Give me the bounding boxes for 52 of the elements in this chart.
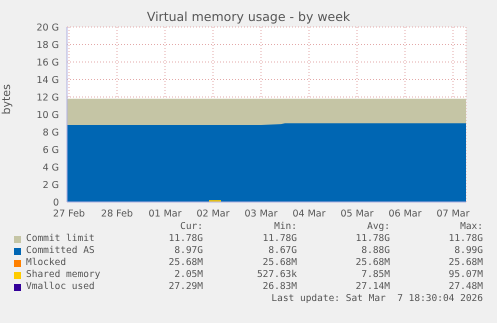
text: Cur: bbox=[180, 221, 203, 232]
x-tick-label: 02 Mar bbox=[196, 208, 230, 220]
x-tick-label: 04 Mar bbox=[292, 208, 326, 220]
text: 8.88G bbox=[361, 245, 390, 256]
text: 7.85M bbox=[361, 269, 390, 280]
text: 25.68M bbox=[448, 257, 483, 268]
y-tick-label: 10 G bbox=[36, 110, 59, 121]
y-axis-title: bytes bbox=[0, 84, 13, 114]
text: 11.78G bbox=[262, 233, 297, 244]
y-tick-label: 12 G bbox=[36, 92, 59, 104]
text: 95.07M bbox=[448, 269, 483, 280]
text: 11.78G bbox=[448, 233, 483, 244]
legend-label: Commit limit bbox=[26, 233, 95, 244]
x-tick-label: 05 Mar bbox=[340, 208, 374, 220]
x-tick-label: 01 Mar bbox=[148, 208, 182, 220]
y-tick-label: 0 bbox=[52, 197, 59, 208]
y-tick-label: 6 G bbox=[42, 144, 59, 156]
text: 2.05M bbox=[174, 269, 203, 280]
x-tick-label: 27 Feb bbox=[53, 208, 85, 220]
x-tick-label: 06 Mar bbox=[388, 208, 422, 220]
text: 27.29M bbox=[168, 281, 203, 292]
text: 8.97G bbox=[174, 245, 203, 256]
text: 8.99G bbox=[454, 245, 483, 256]
x-tick-label: 07 Mar bbox=[436, 208, 470, 220]
text: Max: bbox=[460, 221, 483, 232]
text: 25.68M bbox=[262, 257, 297, 268]
text: 25.68M bbox=[356, 257, 390, 268]
legend-label: Committed AS bbox=[26, 245, 95, 256]
y-tick-label: 2 G bbox=[42, 180, 59, 191]
y-tick-label: 20 G bbox=[36, 22, 59, 34]
text: 26.83M bbox=[262, 281, 297, 292]
legend-label: Mlocked bbox=[26, 257, 66, 268]
text: 8.67G bbox=[268, 245, 297, 256]
legend-label: Shared memory bbox=[26, 269, 100, 280]
text: 11.78G bbox=[356, 233, 390, 244]
legend-label: Vmalloc used bbox=[26, 281, 95, 292]
text: 11.78G bbox=[168, 233, 203, 244]
y-tick-label: 14 G bbox=[36, 74, 59, 86]
text: Avg: bbox=[367, 221, 390, 232]
y-tick-label: 18 G bbox=[36, 40, 59, 51]
x-tick-label: 28 Feb bbox=[101, 208, 133, 220]
chart-title: Virtual memory usage - by week bbox=[146, 9, 352, 24]
y-tick-label: 4 G bbox=[42, 162, 59, 174]
text: Last update: Sat Mar 7 18:30:04 2026 bbox=[271, 293, 483, 304]
text: 527.63k bbox=[256, 269, 297, 280]
y-tick-label: 16 G bbox=[36, 57, 59, 68]
text: 27.48M bbox=[448, 281, 483, 292]
x-tick-label: 03 Mar bbox=[244, 208, 278, 220]
text: 27.14M bbox=[356, 281, 390, 292]
text: 25.68M bbox=[168, 257, 203, 268]
y-tick-label: 8 G bbox=[42, 127, 59, 138]
text: Min: bbox=[274, 221, 297, 232]
